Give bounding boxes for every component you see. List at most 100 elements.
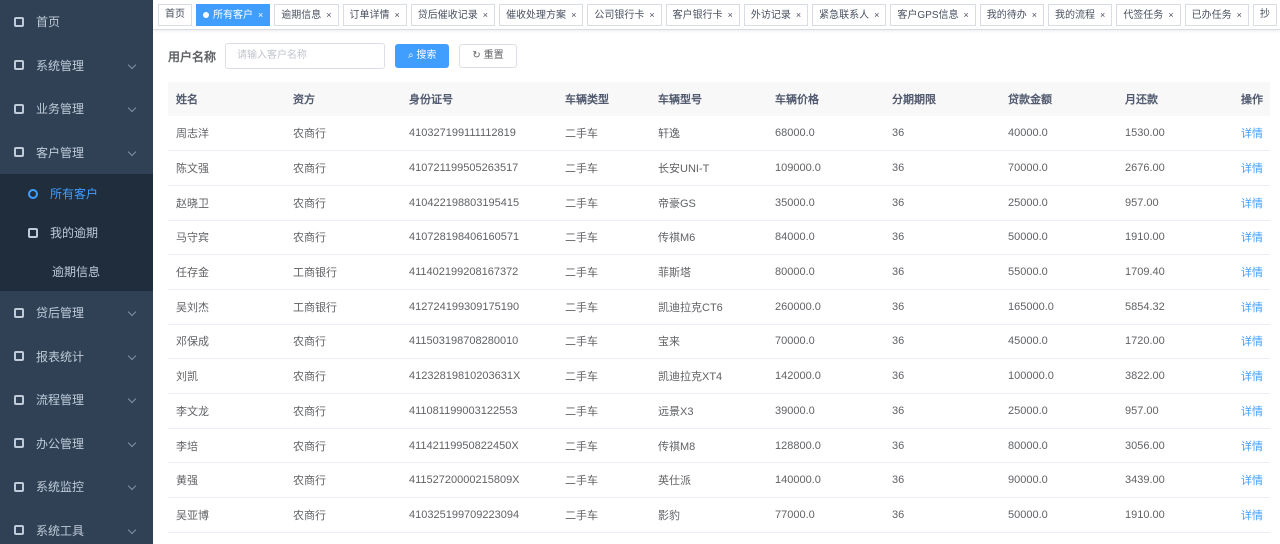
menu-item[interactable]: 流程管理 bbox=[0, 378, 153, 422]
tab[interactable]: 外访记录 × bbox=[743, 4, 809, 26]
menu-label: 报表统计 bbox=[36, 349, 85, 364]
reset-button[interactable]: ↻ 重置 bbox=[459, 44, 517, 68]
tab[interactable]: 紧急联系人 × bbox=[812, 4, 887, 26]
tab-close[interactable]: × bbox=[258, 10, 264, 20]
table-cell: 3056.00 bbox=[1117, 428, 1233, 464]
menu-label: 系统管理 bbox=[36, 58, 85, 73]
tab[interactable]: 逾期信息 × bbox=[274, 4, 339, 26]
customer-table: 姓名 资方 身份证号 车辆类型 车辆型号 车辆价格 分期期限 贷款金额 月还款 操作 周志洋 农商行 4… bbox=[168, 82, 1270, 533]
table-cell: 410422198803195415 bbox=[401, 185, 557, 221]
detail-link[interactable]: 详情 bbox=[1233, 393, 1270, 429]
table-row: 陈文强 农商行 410721199505263517 二手车 长安UNI-T 109000… bbox=[168, 150, 1270, 186]
table-cell: 45000.0 bbox=[1000, 324, 1117, 360]
detail-link[interactable]: 详情 bbox=[1233, 254, 1270, 290]
table-cell: 凯迪拉克XT4 bbox=[650, 358, 767, 394]
tab-label: 催收处理方案 bbox=[506, 10, 567, 21]
detail-link[interactable]: 详情 bbox=[1233, 185, 1270, 221]
detail-link[interactable]: 详情 bbox=[1233, 358, 1270, 394]
tab[interactable]: 贷后催收记录 × bbox=[410, 4, 496, 26]
search-label: 用户名称 bbox=[168, 49, 217, 64]
table-cell: 二手车 bbox=[557, 220, 650, 256]
tab[interactable]: 抄 bbox=[1252, 4, 1277, 26]
tab-close[interactable]: × bbox=[1031, 10, 1038, 20]
menu-label: 贷后管理 bbox=[36, 306, 85, 321]
table-cell: 帝豪GS bbox=[650, 185, 767, 221]
tab[interactable]: 客户GPS信息 × bbox=[890, 4, 976, 26]
column-header: 车辆类型 bbox=[557, 82, 650, 116]
menu-item[interactable]: 办公管理 bbox=[0, 422, 153, 466]
tab[interactable]: 公司银行卡 × bbox=[587, 4, 662, 26]
tab[interactable]: 我的流程 × bbox=[1048, 4, 1113, 26]
tab-close[interactable]: × bbox=[1100, 10, 1106, 20]
table-cell: 农商行 bbox=[285, 116, 401, 152]
tab-close[interactable]: × bbox=[394, 10, 400, 20]
tab-close[interactable]: × bbox=[482, 10, 489, 20]
tab[interactable]: 客户银行卡 × bbox=[665, 4, 740, 26]
table-cell: 109000.0 bbox=[767, 150, 884, 186]
tab-close[interactable]: × bbox=[649, 10, 655, 20]
table-cell: 50000.0 bbox=[1000, 497, 1117, 533]
tab-close[interactable]: × bbox=[795, 10, 802, 20]
tab[interactable]: 代签任务 × bbox=[1116, 4, 1181, 26]
detail-link[interactable]: 详情 bbox=[1233, 150, 1270, 186]
tab[interactable]: 订单详情 × bbox=[342, 4, 407, 26]
menu-label: 流程管理 bbox=[36, 393, 85, 408]
detail-link[interactable]: 详情 bbox=[1233, 220, 1270, 256]
tab-close[interactable]: × bbox=[874, 10, 880, 20]
menu-arrow bbox=[127, 307, 137, 317]
table-cell: 41232819810203631X bbox=[401, 358, 557, 394]
detail-link[interactable]: 详情 bbox=[1233, 324, 1270, 360]
menu-arrow bbox=[127, 394, 137, 404]
menu-arrow bbox=[127, 351, 137, 360]
search-button[interactable]: ⌕ 搜索 bbox=[395, 44, 450, 68]
submenu-item[interactable]: 逾期信息 bbox=[0, 252, 153, 291]
table-row: 刘凯 农商行 41232819810203631X 二手车 凯迪拉克XT4 142000.… bbox=[168, 358, 1270, 394]
submenu-label: 逾期信息 bbox=[52, 265, 101, 279]
search-input[interactable]: 请输入客户名称 bbox=[225, 43, 386, 69]
menu-item[interactable]: 客户管理 bbox=[0, 131, 153, 175]
tab-close[interactable]: × bbox=[963, 10, 969, 20]
menu-icon bbox=[14, 16, 24, 27]
tab-close[interactable]: × bbox=[571, 10, 577, 20]
menu-item[interactable]: 系统监控 bbox=[0, 465, 153, 509]
table-cell: 李培 bbox=[168, 428, 285, 464]
table-cell: 410721199505263517 bbox=[401, 150, 557, 186]
table-cell: 马守宾 bbox=[168, 220, 285, 256]
menu-item[interactable]: 贷后管理 bbox=[0, 291, 153, 335]
table-cell: 36 bbox=[884, 428, 1000, 464]
detail-link[interactable]: 详情 bbox=[1233, 462, 1270, 499]
table-row: 任存金 工商银行 411402199208167372 二手车 菲斯塔 80000.0 36… bbox=[168, 254, 1270, 290]
menu-item[interactable]: 报表统计 bbox=[0, 335, 153, 379]
table-cell: 二手车 bbox=[557, 358, 650, 394]
tab[interactable]: 所有客户 × bbox=[196, 4, 271, 26]
tab-close[interactable]: × bbox=[727, 10, 733, 20]
menu-label: 系统监控 bbox=[36, 480, 85, 495]
table-cell: 李文龙 bbox=[168, 393, 285, 429]
table-cell: 90000.0 bbox=[1000, 462, 1117, 499]
tab[interactable]: 催收处理方案 × bbox=[499, 4, 584, 26]
menu-item[interactable]: 首页 bbox=[0, 0, 153, 44]
tab-label: 公司银行卡 bbox=[594, 10, 645, 21]
table-row: 吴刘杰 工商银行 412724199309175190 二手车 凯迪拉克CT6 26000… bbox=[168, 289, 1270, 325]
table-cell: 二手车 bbox=[557, 289, 650, 325]
detail-link[interactable]: 详情 bbox=[1233, 428, 1270, 464]
tab[interactable]: 已办任务 × bbox=[1184, 4, 1249, 26]
tab-close[interactable]: × bbox=[326, 10, 332, 20]
menu-item[interactable]: 业务管理 bbox=[0, 87, 153, 131]
table-cell: 周志洋 bbox=[168, 116, 285, 152]
menu-item[interactable]: 系统工具 bbox=[0, 509, 153, 544]
tab[interactable]: 我的待办 × bbox=[979, 4, 1045, 26]
tab-close[interactable]: × bbox=[1236, 10, 1242, 20]
detail-link[interactable]: 详情 bbox=[1233, 116, 1270, 152]
table-row: 马守宾 农商行 410728198406160571 二手车 传祺M6 84000.0 36… bbox=[168, 220, 1270, 256]
detail-link[interactable]: 详情 bbox=[1233, 497, 1270, 533]
submenu-icon bbox=[28, 188, 38, 199]
detail-link[interactable]: 详情 bbox=[1233, 289, 1270, 325]
tab-dot bbox=[203, 12, 209, 19]
menu-item[interactable]: 系统管理 bbox=[0, 44, 153, 88]
table-cell: 3822.00 bbox=[1117, 358, 1233, 394]
tab-close[interactable]: × bbox=[1168, 10, 1174, 20]
submenu-item[interactable]: 所有客户 bbox=[0, 174, 153, 213]
tab[interactable]: 首页 bbox=[158, 4, 192, 26]
submenu-item[interactable]: 我的逾期 bbox=[0, 213, 153, 252]
